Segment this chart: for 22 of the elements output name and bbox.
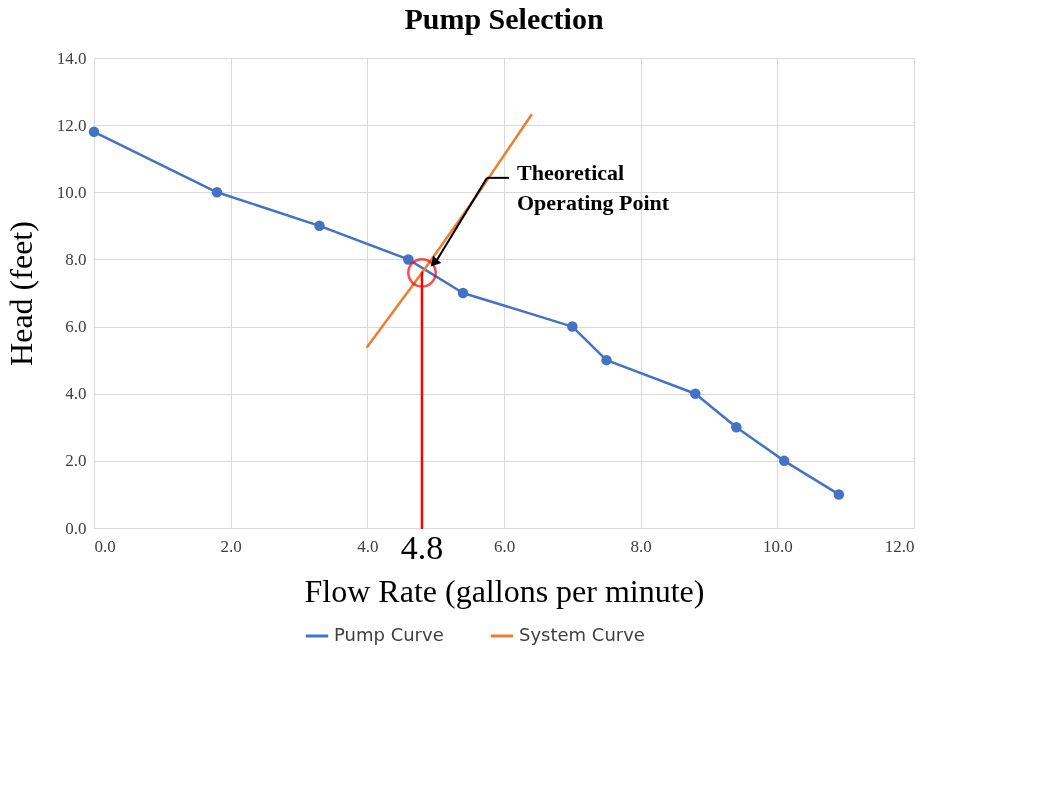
x-tick-label: 8.0 <box>630 536 652 556</box>
y-tick-label: 14.0 <box>56 48 87 68</box>
x-tick-label: 2.0 <box>220 536 242 556</box>
x-tick-label: 4.0 <box>357 536 379 556</box>
y-axis-title: Head (feet) <box>2 221 39 366</box>
x-tick-label: 12.0 <box>884 536 915 556</box>
y-tick-label: 6.0 <box>65 317 87 337</box>
y-tick-label: 4.0 <box>65 384 87 404</box>
x-axis-title: Flow Rate (gallons per minute) <box>304 572 705 609</box>
y-tick-label: 0.0 <box>65 518 87 538</box>
x-tick-label: 0.0 <box>94 536 116 556</box>
y-tick-label: 8.0 <box>65 249 87 269</box>
y-tick-label: 10.0 <box>56 182 87 202</box>
x-tick-label: 6.0 <box>493 536 516 556</box>
legend-label: System Curve <box>519 624 645 645</box>
y-tick-label: 2.0 <box>65 451 87 471</box>
y-tick-label: 12.0 <box>56 115 87 135</box>
annotation: Theoretical Operating Point <box>517 159 670 215</box>
annotation: 4.8 <box>400 529 444 566</box>
legend-label: Pump Curve <box>334 624 444 645</box>
chart-title: Pump Selection <box>404 2 604 35</box>
x-tick-label: 10.0 <box>762 536 793 556</box>
